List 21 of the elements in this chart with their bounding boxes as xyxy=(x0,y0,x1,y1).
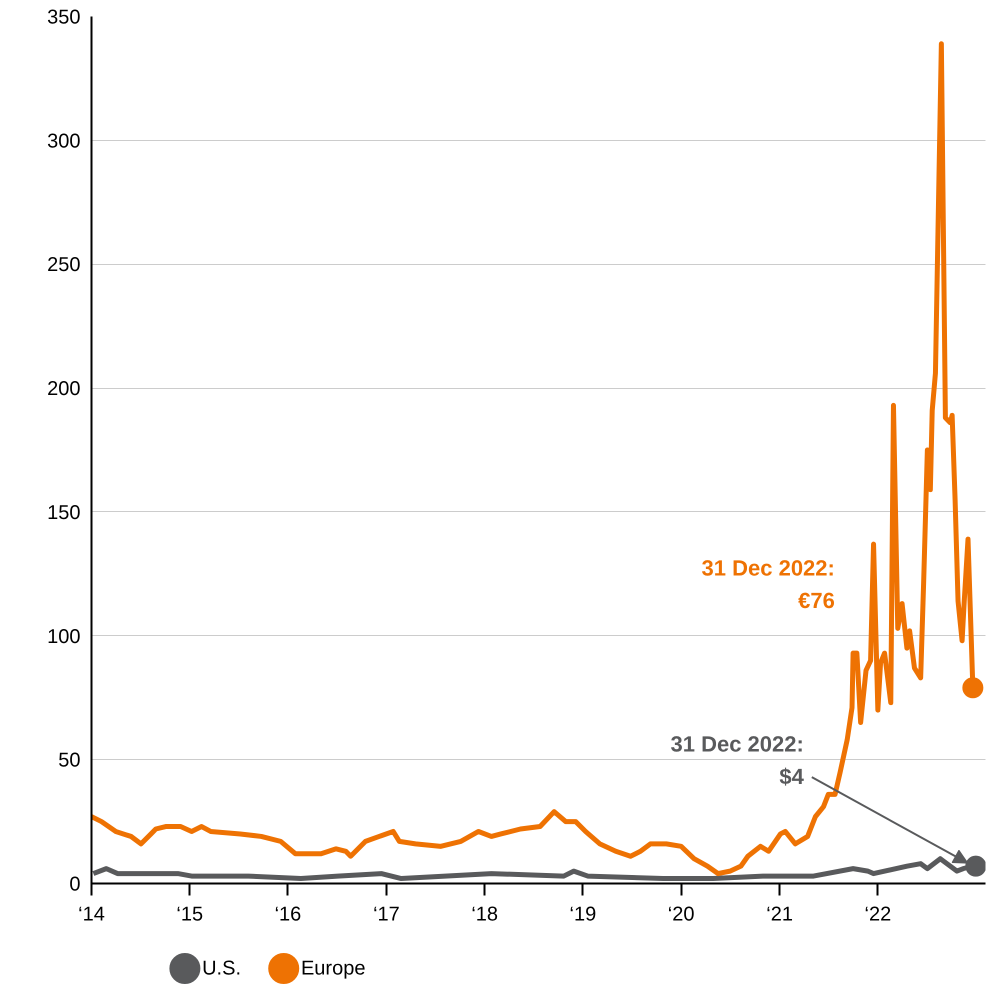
y-tick-label: 200 xyxy=(47,378,81,400)
y-tick-label: 150 xyxy=(47,502,81,524)
x-tick-label: ‘17 xyxy=(373,904,400,926)
annotation: 31 Dec 2022: $4 xyxy=(670,732,805,790)
x-tick-label: ‘20 xyxy=(668,904,694,926)
y-tick-label: 50 xyxy=(58,750,81,772)
y-tick-label: 300 xyxy=(47,130,81,152)
legend-label: Europe xyxy=(300,958,366,980)
y-tick-label: 100 xyxy=(47,626,81,648)
x-tick-label: ‘19 xyxy=(570,904,596,926)
legend-label: U.S. xyxy=(202,958,242,980)
y-tick-label: 250 xyxy=(47,254,81,276)
x-tick-label: ‘18 xyxy=(471,904,498,926)
x-tick-label: ‘22 xyxy=(864,904,892,926)
y-tick-label: 0 xyxy=(69,874,80,896)
y-tick-label: 350 xyxy=(47,6,81,28)
x-tick-label: ‘14 xyxy=(78,904,105,926)
x-tick-label: ‘16 xyxy=(274,904,302,926)
x-tick-label: ‘21 xyxy=(766,904,793,926)
annotation: 31 Dec 2022: €76 xyxy=(702,555,835,613)
x-tick-label: ‘15 xyxy=(176,904,204,926)
